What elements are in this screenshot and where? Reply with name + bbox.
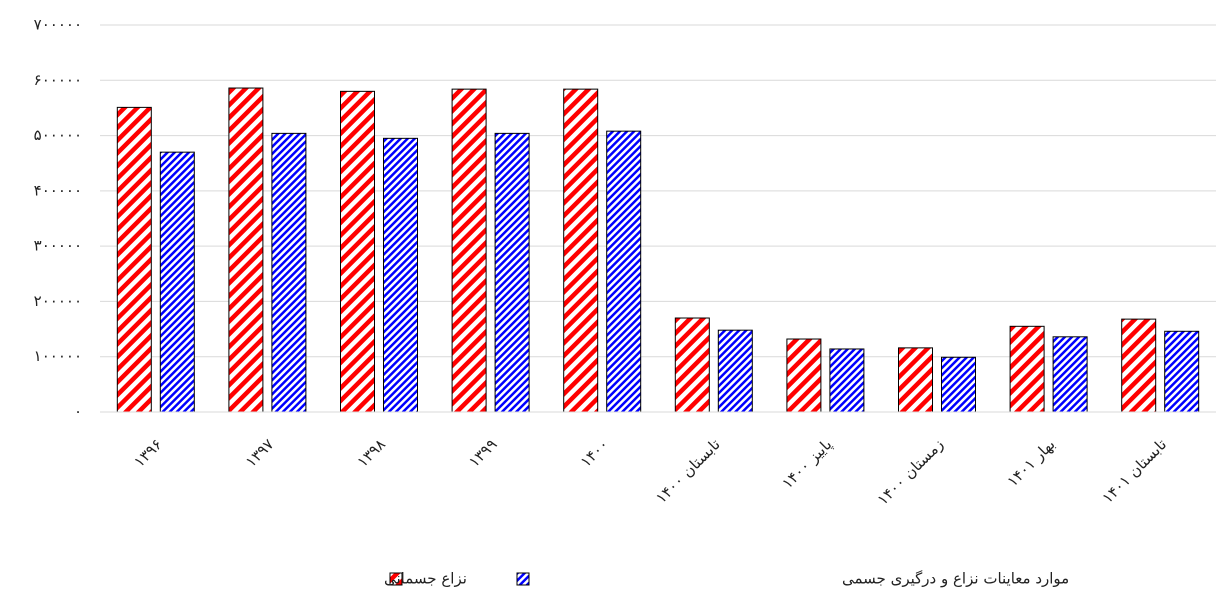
x-tick-label: زمستان ۱۴۰۰ xyxy=(874,435,947,508)
x-tick-label: ۱۳۹۶ xyxy=(130,435,166,471)
y-tick-label: ۱۰۰۰۰۰ xyxy=(34,347,82,365)
legend-label: نزاع جسمانی xyxy=(384,570,467,588)
x-tick-label: تابستان ۱۴۰۰ xyxy=(652,435,724,507)
y-tick-label: ۲۰۰۰۰۰ xyxy=(34,292,82,310)
bar xyxy=(606,130,642,413)
legend-swatch xyxy=(389,572,403,586)
bar xyxy=(271,132,307,413)
x-tick-label: ۱۳۹۸ xyxy=(353,435,389,471)
x-tick-label: بهار ۱۴۰۱ xyxy=(1004,435,1059,490)
bar xyxy=(228,87,264,413)
bar xyxy=(1009,325,1045,413)
bar xyxy=(786,338,822,413)
legend-swatch xyxy=(516,572,530,586)
bar xyxy=(340,90,375,413)
bar xyxy=(1164,330,1200,413)
x-tick-label: ۱۳۹۹ xyxy=(465,435,501,471)
y-tick-label: ۴۰۰۰۰۰ xyxy=(34,181,82,199)
bar xyxy=(451,88,487,413)
bar xyxy=(829,348,865,413)
x-tick-label: تابستان ۱۴۰۱ xyxy=(1098,435,1170,507)
bar xyxy=(383,137,418,413)
y-tick-label: ۶۰۰۰۰۰ xyxy=(34,71,82,89)
bar xyxy=(717,329,753,413)
bar xyxy=(563,88,599,413)
bar xyxy=(674,317,710,413)
bar xyxy=(941,356,976,413)
x-tick-label: پاییز ۱۴۰۰ xyxy=(778,435,836,493)
y-tick-label: ۵۰۰۰۰۰ xyxy=(34,126,82,144)
legend-label: موارد معاینات نزاع و درگیری جسمی xyxy=(842,570,1069,588)
x-tick-label: ۱۴۰۰ xyxy=(577,435,613,471)
x-tick-label: ۱۳۹۷ xyxy=(242,435,278,471)
bar xyxy=(494,132,530,413)
bar xyxy=(1052,336,1088,413)
y-tick-label: ۷۰۰۰۰۰ xyxy=(34,16,82,34)
y-tick-label: ۳۰۰۰۰۰ xyxy=(34,237,82,255)
y-tick-label: ۰ xyxy=(74,403,82,421)
bar xyxy=(1121,318,1157,413)
bar xyxy=(898,347,933,413)
bar xyxy=(116,106,152,413)
bar xyxy=(159,151,195,413)
